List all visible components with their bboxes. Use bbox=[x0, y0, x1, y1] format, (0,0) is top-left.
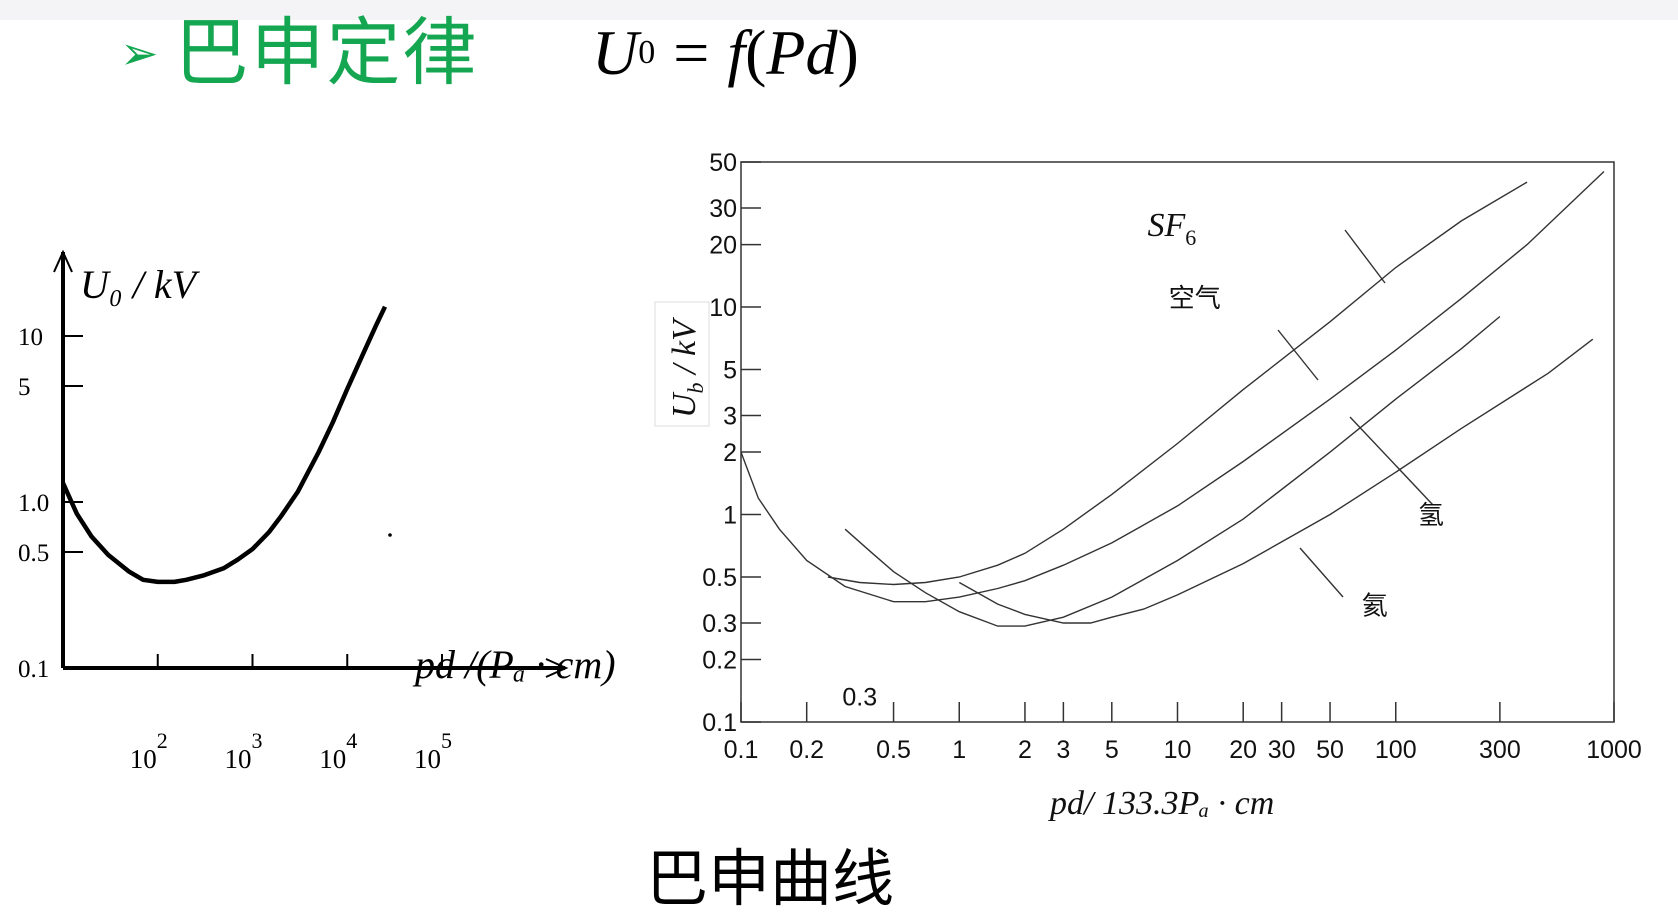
slide-title: 巴申定律 bbox=[174, 10, 479, 96]
y-tick-label: 2 bbox=[723, 439, 737, 467]
annotation-label: 0.3 bbox=[842, 684, 877, 712]
x-tick-label: 3 bbox=[1056, 736, 1070, 764]
x-tick-label: 50 bbox=[1316, 736, 1344, 764]
y-tick-label: 0.1 bbox=[18, 656, 49, 683]
x-tick-label: 103 bbox=[225, 728, 263, 774]
y-tick-label: 1.0 bbox=[18, 490, 49, 517]
y-axis-title-box bbox=[654, 301, 710, 427]
y-tick-label: 0.5 bbox=[18, 540, 49, 567]
series-line bbox=[958, 338, 1594, 624]
formula-open-paren: ( bbox=[745, 17, 767, 88]
series-label: 氢 bbox=[1418, 501, 1444, 531]
slide-heading: ➢ 巴申定律 bbox=[120, 8, 479, 98]
formula-close-paren: ) bbox=[837, 17, 859, 88]
y-tick-label: 5 bbox=[18, 374, 31, 401]
y-axis-title: U₀ / kV bbox=[80, 262, 201, 307]
x-tick-label: 2 bbox=[1018, 736, 1032, 764]
series-label: 氦 bbox=[1362, 591, 1388, 621]
x-tick-label: 10 bbox=[1164, 736, 1192, 764]
plot-frame bbox=[740, 161, 1615, 723]
stray-dot bbox=[388, 533, 392, 537]
y-tick-label: 50 bbox=[709, 149, 737, 177]
series-line bbox=[844, 315, 1501, 627]
x-tick-label: 30 bbox=[1268, 736, 1296, 764]
bullet-arrow-icon: ➢ bbox=[120, 26, 159, 80]
y-tick-label: 0.2 bbox=[702, 647, 737, 675]
y-tick-label: 0.3 bbox=[702, 610, 737, 638]
y-tick-label: 0.1 bbox=[702, 709, 737, 737]
y-axis-arrow-icon bbox=[53, 249, 73, 273]
x-axis-title: pd /(Pₐ · cm) bbox=[412, 642, 616, 687]
x-tick-label: 1 bbox=[952, 736, 966, 764]
y-axis-title: Ub / kV bbox=[666, 316, 708, 418]
series-label: 空气 bbox=[1169, 284, 1221, 314]
x-tick-label: 0.5 bbox=[876, 736, 911, 764]
x-tick-label: 5 bbox=[1105, 736, 1119, 764]
x-tick-label: 1000 bbox=[1586, 736, 1642, 764]
y-tick-label: 20 bbox=[709, 232, 737, 260]
x-tick-label: 300 bbox=[1479, 736, 1521, 764]
y-tick-label: 30 bbox=[709, 195, 737, 223]
formula-func: f bbox=[727, 17, 746, 88]
formula-lhs-sub: 0 bbox=[638, 34, 656, 71]
series-label: SF6 bbox=[1148, 207, 1197, 250]
paschen-curve-chart: 0.1 0.5 1.0 5 10 102 103 104 105 U₀ / kV pd /(Pₐ ·… bbox=[18, 249, 616, 774]
series-leader-line bbox=[1344, 229, 1386, 284]
paschen-curve-line bbox=[60, 305, 388, 585]
x-axis-arrow-icon bbox=[545, 658, 569, 678]
formula-arg: Pd bbox=[766, 17, 838, 88]
series-line bbox=[827, 181, 1528, 586]
series-line bbox=[740, 170, 1605, 603]
series-leader-line bbox=[1277, 329, 1319, 381]
y-tick-label: 10 bbox=[18, 324, 43, 351]
formula-equals: = bbox=[673, 17, 710, 88]
x-tick-label: 20 bbox=[1229, 736, 1257, 764]
x-tick-label: 0.2 bbox=[789, 736, 824, 764]
series-leader-line bbox=[1349, 416, 1434, 506]
x-tick-label: 0.1 bbox=[724, 736, 759, 764]
y-tick-label: 1 bbox=[723, 502, 737, 530]
series-leader-line bbox=[1299, 547, 1344, 598]
formula-lhs: U bbox=[592, 17, 639, 88]
x-tick-label: 100 bbox=[1375, 736, 1417, 764]
y-tick-label: 0.5 bbox=[702, 564, 737, 592]
x-axis-title: pd/ 133.3Pₐ · cm bbox=[1048, 785, 1274, 822]
slide-top-strip bbox=[0, 0, 1678, 20]
y-tick-label: 5 bbox=[723, 356, 737, 384]
x-tick-label: 104 bbox=[319, 728, 357, 774]
y-tick-label: 10 bbox=[709, 294, 737, 322]
x-tick-label: 102 bbox=[130, 728, 168, 774]
x-tick-label: 105 bbox=[414, 728, 452, 774]
figure-caption: 巴申曲线 bbox=[645, 842, 894, 915]
y-tick-label: 3 bbox=[723, 403, 737, 431]
